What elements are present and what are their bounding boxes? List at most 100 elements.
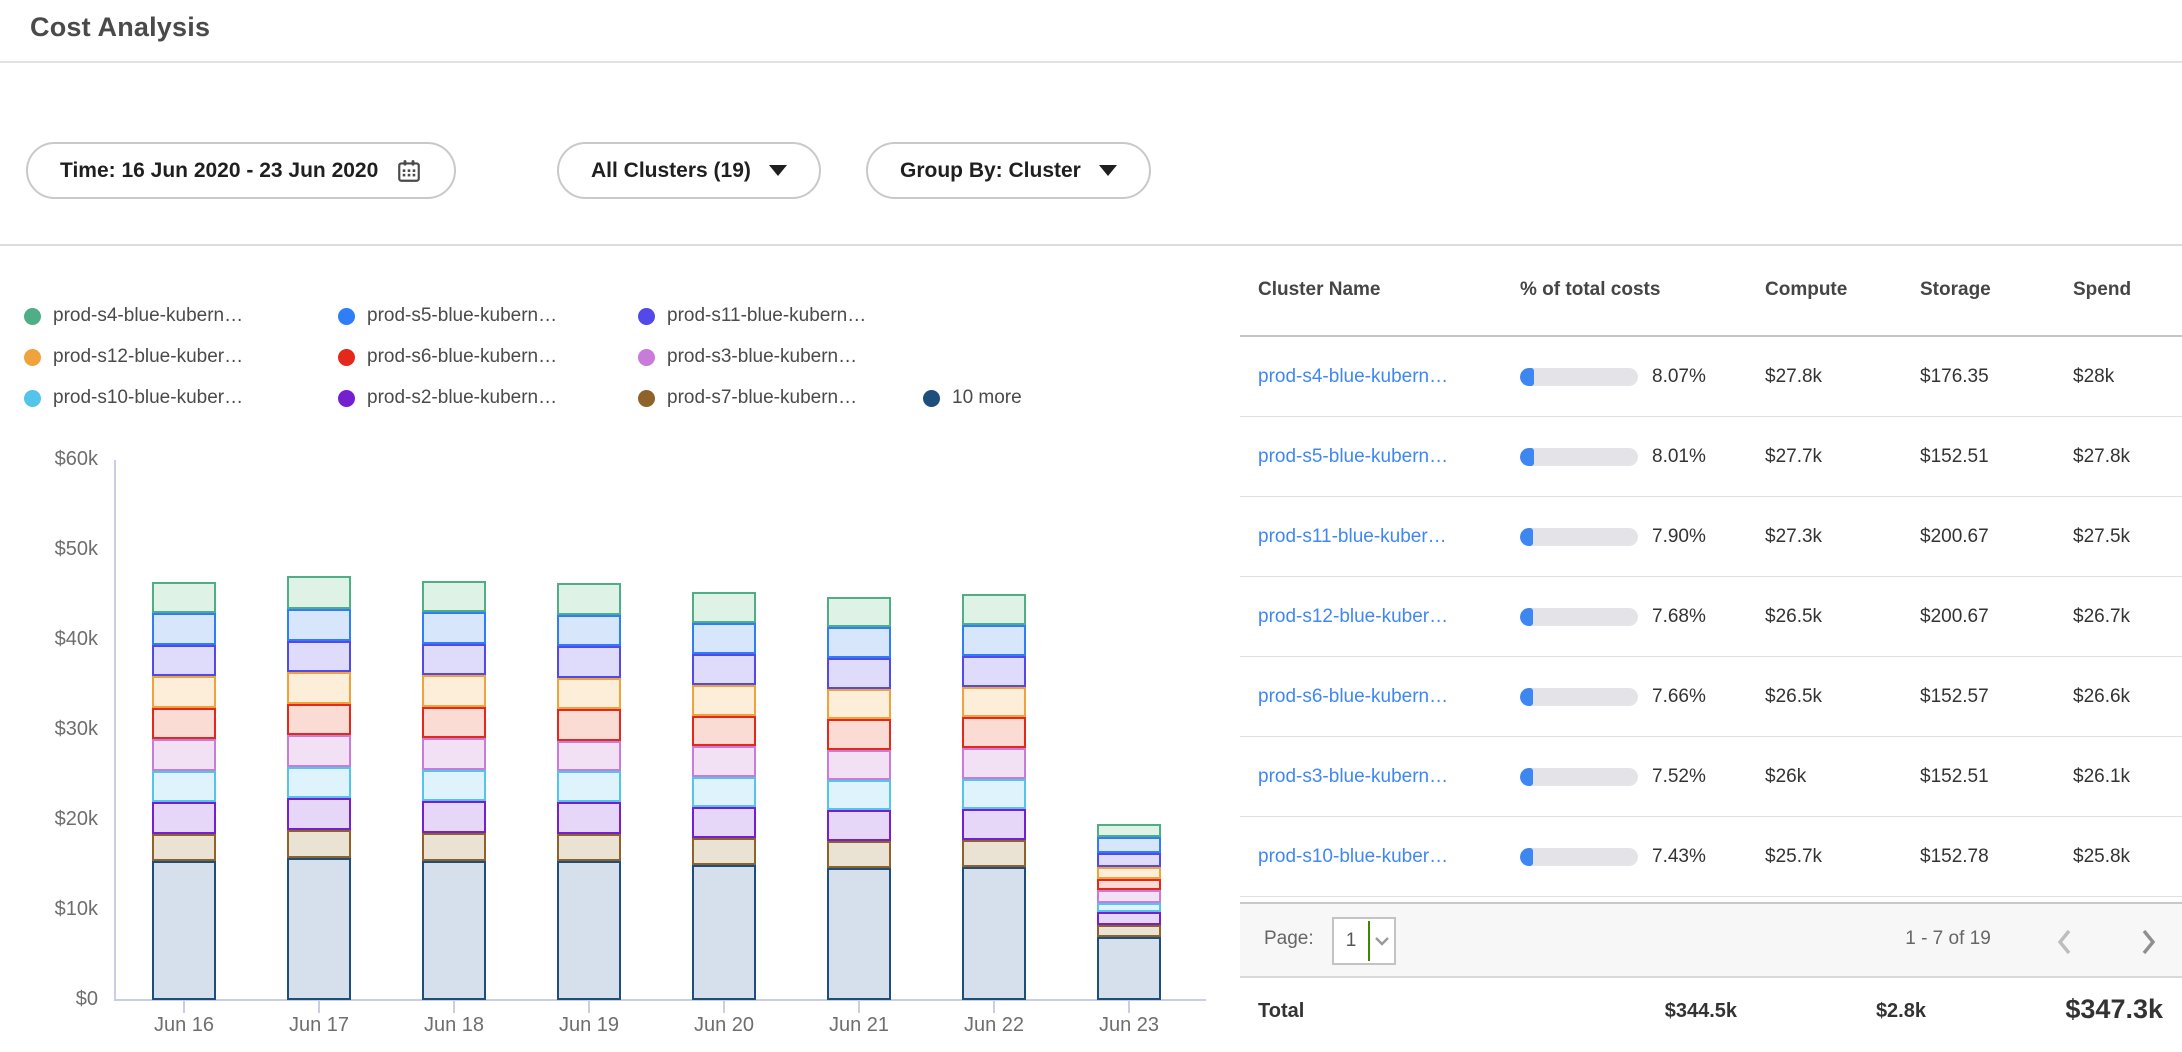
bar-segment[interactable] (692, 592, 756, 623)
bar-segment[interactable] (1097, 925, 1161, 937)
legend-item[interactable]: prod-s4-blue-kubern… (24, 303, 243, 329)
bar-jun-18[interactable] (422, 581, 486, 1000)
bar-segment[interactable] (827, 627, 891, 658)
bar-jun-20[interactable] (692, 592, 756, 1000)
cluster-name-link[interactable]: prod-s10-blue-kuber… (1258, 846, 1448, 867)
cluster-name-link[interactable]: prod-s3-blue-kubern… (1258, 766, 1448, 787)
bar-segment[interactable] (1097, 903, 1161, 912)
legend-item[interactable]: prod-s7-blue-kubern… (638, 385, 857, 411)
page-select[interactable]: 1 (1332, 917, 1396, 965)
bar-segment[interactable] (287, 609, 351, 641)
bar-segment[interactable] (422, 675, 486, 707)
bar-segment[interactable] (422, 581, 486, 613)
bar-segment[interactable] (557, 583, 621, 615)
bar-segment[interactable] (692, 838, 756, 865)
legend-item[interactable]: 10 more (923, 385, 1022, 411)
bar-segment[interactable] (827, 597, 891, 628)
bar-segment[interactable] (557, 834, 621, 861)
group-by-filter-button[interactable]: Group By: Cluster (866, 142, 1151, 199)
bar-segment[interactable] (152, 771, 216, 803)
bar-segment[interactable] (557, 861, 621, 1001)
bar-segment[interactable] (827, 658, 891, 689)
clusters-filter-button[interactable]: All Clusters (19) (557, 142, 821, 199)
bar-segment[interactable] (422, 770, 486, 802)
bar-segment[interactable] (692, 654, 756, 685)
bar-segment[interactable] (422, 833, 486, 861)
bar-segment[interactable] (827, 689, 891, 720)
bar-segment[interactable] (152, 582, 216, 614)
bar-segment[interactable] (287, 767, 351, 799)
bar-segment[interactable] (287, 576, 351, 608)
legend-item[interactable]: prod-s11-blue-kubern… (638, 303, 866, 329)
bar-segment[interactable] (287, 704, 351, 736)
bar-segment[interactable] (152, 834, 216, 861)
legend-item[interactable]: prod-s5-blue-kubern… (338, 303, 557, 329)
bar-segment[interactable] (557, 741, 621, 772)
bar-segment[interactable] (1097, 879, 1161, 891)
bar-segment[interactable] (152, 739, 216, 771)
bar-segment[interactable] (152, 802, 216, 834)
bar-segment[interactable] (1097, 867, 1161, 879)
bar-segment[interactable] (962, 625, 1026, 657)
bar-segment[interactable] (1097, 937, 1161, 1000)
legend-item[interactable]: prod-s6-blue-kubern… (338, 344, 557, 370)
bar-segment[interactable] (1097, 824, 1161, 838)
bar-segment[interactable] (692, 865, 756, 1000)
legend-item[interactable]: prod-s2-blue-kubern… (338, 385, 557, 411)
bar-segment[interactable] (287, 798, 351, 830)
bar-segment[interactable] (287, 830, 351, 858)
cluster-name-link[interactable]: prod-s4-blue-kubern… (1258, 366, 1448, 387)
bar-segment[interactable] (962, 779, 1026, 810)
bar-segment[interactable] (422, 612, 486, 644)
bar-segment[interactable] (557, 802, 621, 834)
bar-segment[interactable] (962, 717, 1026, 748)
bar-jun-22[interactable] (962, 594, 1026, 1000)
bar-segment[interactable] (557, 646, 621, 678)
bar-segment[interactable] (557, 771, 621, 802)
cluster-name-link[interactable]: prod-s11-blue-kuber… (1258, 526, 1447, 547)
bar-segment[interactable] (827, 841, 891, 868)
bar-segment[interactable] (422, 738, 486, 770)
bar-jun-16[interactable] (152, 582, 216, 1001)
bar-segment[interactable] (692, 623, 756, 655)
bar-segment[interactable] (557, 709, 621, 741)
bar-segment[interactable] (152, 676, 216, 708)
bar-segment[interactable] (692, 716, 756, 747)
bar-segment[interactable] (422, 644, 486, 676)
bar-jun-17[interactable] (287, 576, 351, 1000)
bar-segment[interactable] (1097, 912, 1161, 926)
bar-segment[interactable] (827, 810, 891, 841)
pagination-next-button[interactable] (2128, 924, 2168, 960)
bar-segment[interactable] (422, 707, 486, 739)
bar-segment[interactable] (287, 641, 351, 673)
cluster-name-link[interactable]: prod-s6-blue-kubern… (1258, 686, 1448, 707)
bar-segment[interactable] (692, 807, 756, 838)
time-range-filter-button[interactable]: Time: 16 Jun 2020 - 23 Jun 2020 (26, 142, 456, 199)
legend-item[interactable]: prod-s12-blue-kuber… (24, 344, 243, 370)
bar-segment[interactable] (692, 685, 756, 716)
bar-segment[interactable] (962, 867, 1026, 1000)
bar-segment[interactable] (152, 645, 216, 677)
bar-segment[interactable] (422, 861, 486, 1001)
bar-jun-23[interactable] (1097, 824, 1161, 1000)
bar-segment[interactable] (962, 594, 1026, 625)
bar-segment[interactable] (422, 801, 486, 833)
bar-segment[interactable] (1097, 837, 1161, 853)
bar-segment[interactable] (152, 861, 216, 1001)
bar-segment[interactable] (827, 780, 891, 811)
bar-jun-21[interactable] (827, 597, 891, 1000)
bar-segment[interactable] (287, 672, 351, 704)
bar-segment[interactable] (152, 708, 216, 740)
bar-segment[interactable] (287, 858, 351, 1000)
bar-segment[interactable] (962, 840, 1026, 867)
bar-segment[interactable] (962, 687, 1026, 718)
pagination-prev-button[interactable] (2045, 924, 2085, 960)
bar-segment[interactable] (557, 678, 621, 710)
legend-item[interactable]: prod-s10-blue-kuber… (24, 385, 243, 411)
bar-segment[interactable] (962, 748, 1026, 779)
cluster-name-link[interactable]: prod-s5-blue-kubern… (1258, 446, 1448, 467)
bar-jun-19[interactable] (557, 583, 621, 1000)
bar-segment[interactable] (1097, 853, 1161, 867)
cluster-name-link[interactable]: prod-s12-blue-kuber… (1258, 606, 1448, 627)
legend-item[interactable]: prod-s3-blue-kubern… (638, 344, 857, 370)
